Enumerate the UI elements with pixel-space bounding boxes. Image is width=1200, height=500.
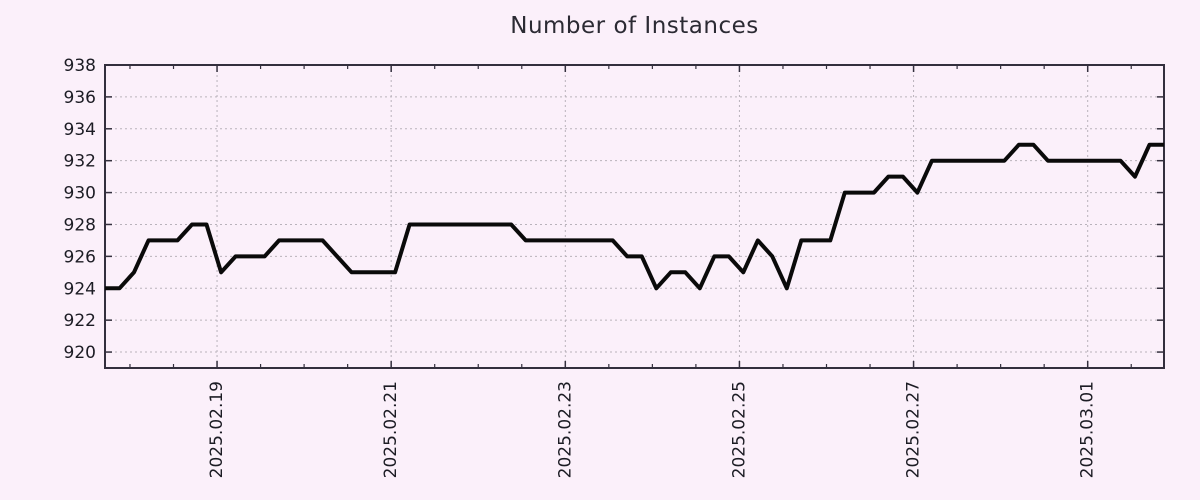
y-tick-label: 924 [64, 279, 96, 299]
x-tick-label: 2025.02.19 [207, 381, 227, 478]
y-tick-label: 934 [64, 120, 96, 140]
x-tick-label: 2025.02.21 [381, 381, 401, 478]
y-tick-label: 930 [64, 184, 96, 204]
x-tick-label: 2025.02.23 [555, 381, 575, 478]
y-tick-label: 938 [64, 56, 96, 76]
y-tick-label: 936 [64, 88, 96, 108]
x-tick-label: 2025.02.25 [729, 381, 749, 478]
y-tick-label: 928 [64, 215, 96, 235]
y-tick-label: 922 [64, 311, 96, 331]
data-series-line [105, 142, 1164, 291]
y-tick-label: 920 [64, 343, 96, 363]
y-tick-label: 926 [64, 247, 96, 267]
chart-title: Number of Instances [510, 13, 759, 39]
x-tick-label: 2025.02.27 [904, 381, 924, 478]
y-tick-label: 932 [64, 152, 96, 172]
plot-border [104, 64, 1165, 369]
x-tick-label: 2025.03.01 [1078, 381, 1098, 478]
